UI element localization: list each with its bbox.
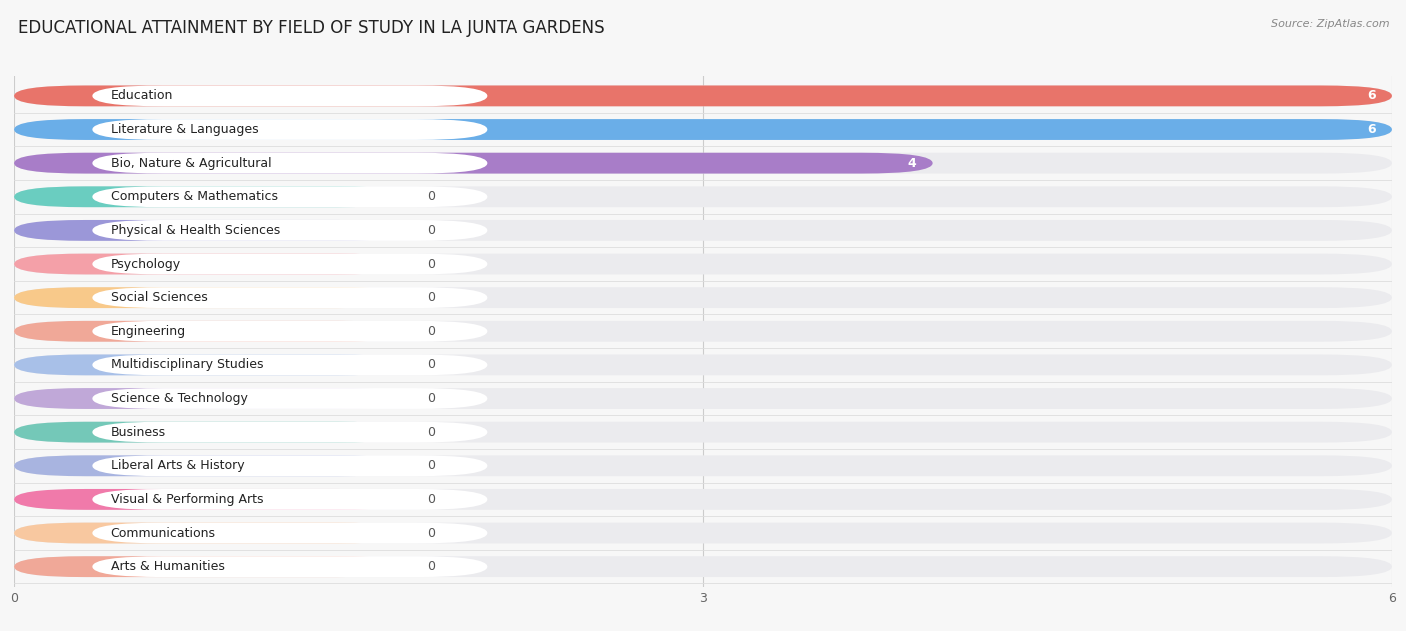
Text: Literature & Languages: Literature & Languages [111, 123, 259, 136]
Text: Engineering: Engineering [111, 325, 186, 338]
FancyBboxPatch shape [14, 287, 409, 308]
FancyBboxPatch shape [14, 220, 409, 241]
FancyBboxPatch shape [14, 321, 1392, 342]
FancyBboxPatch shape [93, 85, 488, 106]
Text: EDUCATIONAL ATTAINMENT BY FIELD OF STUDY IN LA JUNTA GARDENS: EDUCATIONAL ATTAINMENT BY FIELD OF STUDY… [18, 19, 605, 37]
FancyBboxPatch shape [14, 355, 409, 375]
Text: 0: 0 [427, 560, 436, 573]
Text: 0: 0 [427, 493, 436, 506]
Text: 0: 0 [427, 358, 436, 372]
Text: 0: 0 [427, 526, 436, 540]
FancyBboxPatch shape [14, 220, 1392, 241]
FancyBboxPatch shape [14, 254, 1392, 274]
FancyBboxPatch shape [14, 489, 409, 510]
FancyBboxPatch shape [93, 522, 488, 543]
Text: Physical & Health Sciences: Physical & Health Sciences [111, 224, 280, 237]
FancyBboxPatch shape [93, 186, 488, 207]
FancyBboxPatch shape [93, 153, 488, 174]
Text: Liberal Arts & History: Liberal Arts & History [111, 459, 245, 472]
FancyBboxPatch shape [93, 456, 488, 476]
FancyBboxPatch shape [93, 254, 488, 274]
Text: Business: Business [111, 426, 166, 439]
FancyBboxPatch shape [14, 456, 1392, 476]
FancyBboxPatch shape [14, 557, 1392, 577]
Text: Education: Education [111, 90, 173, 102]
FancyBboxPatch shape [14, 388, 1392, 409]
FancyBboxPatch shape [14, 422, 409, 442]
Text: 0: 0 [427, 224, 436, 237]
FancyBboxPatch shape [14, 456, 409, 476]
FancyBboxPatch shape [93, 321, 488, 342]
FancyBboxPatch shape [93, 119, 488, 140]
FancyBboxPatch shape [14, 85, 1392, 106]
FancyBboxPatch shape [14, 522, 1392, 543]
FancyBboxPatch shape [14, 186, 1392, 207]
FancyBboxPatch shape [93, 355, 488, 375]
Text: Computers & Mathematics: Computers & Mathematics [111, 191, 278, 203]
Text: Source: ZipAtlas.com: Source: ZipAtlas.com [1271, 19, 1389, 29]
FancyBboxPatch shape [14, 153, 932, 174]
FancyBboxPatch shape [14, 119, 1392, 140]
Text: Arts & Humanities: Arts & Humanities [111, 560, 225, 573]
Text: 0: 0 [427, 257, 436, 271]
FancyBboxPatch shape [14, 153, 1392, 174]
Text: Communications: Communications [111, 526, 215, 540]
Text: 0: 0 [427, 426, 436, 439]
FancyBboxPatch shape [93, 287, 488, 308]
Text: 0: 0 [427, 291, 436, 304]
FancyBboxPatch shape [14, 388, 409, 409]
FancyBboxPatch shape [14, 522, 409, 543]
FancyBboxPatch shape [14, 85, 1392, 106]
FancyBboxPatch shape [14, 119, 1392, 140]
FancyBboxPatch shape [14, 557, 409, 577]
Text: Social Sciences: Social Sciences [111, 291, 208, 304]
FancyBboxPatch shape [93, 422, 488, 442]
FancyBboxPatch shape [93, 489, 488, 510]
Text: Science & Technology: Science & Technology [111, 392, 247, 405]
Text: Psychology: Psychology [111, 257, 181, 271]
Text: 0: 0 [427, 325, 436, 338]
FancyBboxPatch shape [14, 355, 1392, 375]
Text: 0: 0 [427, 191, 436, 203]
FancyBboxPatch shape [14, 186, 409, 207]
FancyBboxPatch shape [14, 422, 1392, 442]
FancyBboxPatch shape [93, 220, 488, 241]
Text: 4: 4 [908, 156, 917, 170]
FancyBboxPatch shape [93, 557, 488, 577]
FancyBboxPatch shape [14, 321, 409, 342]
Text: Bio, Nature & Agricultural: Bio, Nature & Agricultural [111, 156, 271, 170]
FancyBboxPatch shape [14, 287, 1392, 308]
Text: Visual & Performing Arts: Visual & Performing Arts [111, 493, 263, 506]
Text: 0: 0 [427, 459, 436, 472]
Text: Multidisciplinary Studies: Multidisciplinary Studies [111, 358, 263, 372]
FancyBboxPatch shape [14, 489, 1392, 510]
Text: 0: 0 [427, 392, 436, 405]
FancyBboxPatch shape [93, 388, 488, 409]
Text: 6: 6 [1367, 90, 1376, 102]
FancyBboxPatch shape [14, 254, 409, 274]
Text: 6: 6 [1367, 123, 1376, 136]
